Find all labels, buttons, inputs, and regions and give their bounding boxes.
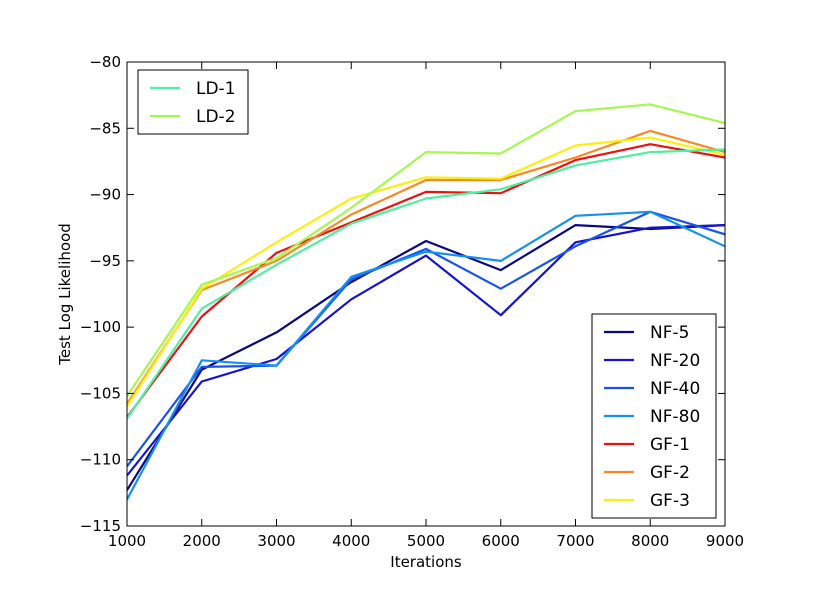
x-tick-label: 7000 [556, 532, 594, 550]
y-tick-label: −85 [89, 119, 121, 137]
y-tick-label: −80 [89, 53, 121, 71]
series-line-gf-1 [127, 143, 725, 418]
axis-ticks: 1000 2000 3000 4000 5000 6000 7000 8000 9000 −115… [80, 53, 744, 550]
legends: LD-1 LD-2 NF-5 NF-20 NF-40 NF-80 GF-1 GF-2 GF-3 [137, 69, 717, 519]
x-tick-label: 9000 [706, 532, 744, 550]
series-line-gf-3 [127, 136, 725, 408]
y-axis-label: Test Log Likelihood [56, 223, 74, 366]
x-tick-label: 8000 [631, 532, 669, 550]
series-line-nf-80 [127, 210, 725, 501]
legend-label-ld-1: LD-1 [196, 79, 236, 99]
series-line-nf-20 [127, 224, 725, 477]
legend-box [137, 69, 249, 135]
legend-top-left: LD-1 LD-2 [137, 69, 249, 135]
legend-label-gf-1: GF-1 [650, 435, 690, 455]
y-tick-label: −90 [89, 186, 121, 204]
series-lines [127, 103, 725, 501]
legend-label-gf-2: GF-2 [650, 463, 690, 483]
x-tick-label: 2000 [183, 532, 221, 550]
series-line-ld-2 [127, 103, 725, 397]
x-tick-label: 3000 [257, 532, 295, 550]
y-tick-label: −100 [80, 318, 121, 336]
x-tick-label: 4000 [332, 532, 370, 550]
series-line-nf-5 [127, 224, 725, 491]
y-tick-label: −110 [80, 451, 121, 469]
legend-label-nf-40: NF-40 [650, 379, 700, 399]
y-tick-label: −95 [89, 252, 121, 270]
x-axis-label: Iterations [390, 553, 462, 571]
legend-label-ld-2: LD-2 [196, 107, 236, 127]
y-tick-label: −115 [80, 517, 121, 535]
legend-label-nf-20: NF-20 [650, 351, 700, 371]
series-line-ld-1 [127, 148, 725, 420]
x-tick-label: 1000 [108, 532, 146, 550]
x-tick-label: 5000 [407, 532, 445, 550]
legend-label-nf-80: NF-80 [650, 407, 700, 427]
series-line-nf-40 [127, 210, 725, 467]
y-tick-label: −105 [80, 384, 121, 402]
legend-label-gf-3: GF-3 [650, 491, 690, 511]
legend-bottom-right: NF-5 NF-20 NF-40 NF-80 GF-1 GF-2 GF-3 [591, 313, 717, 519]
legend-label-nf-5: NF-5 [650, 323, 689, 343]
x-tick-label: 6000 [482, 532, 520, 550]
